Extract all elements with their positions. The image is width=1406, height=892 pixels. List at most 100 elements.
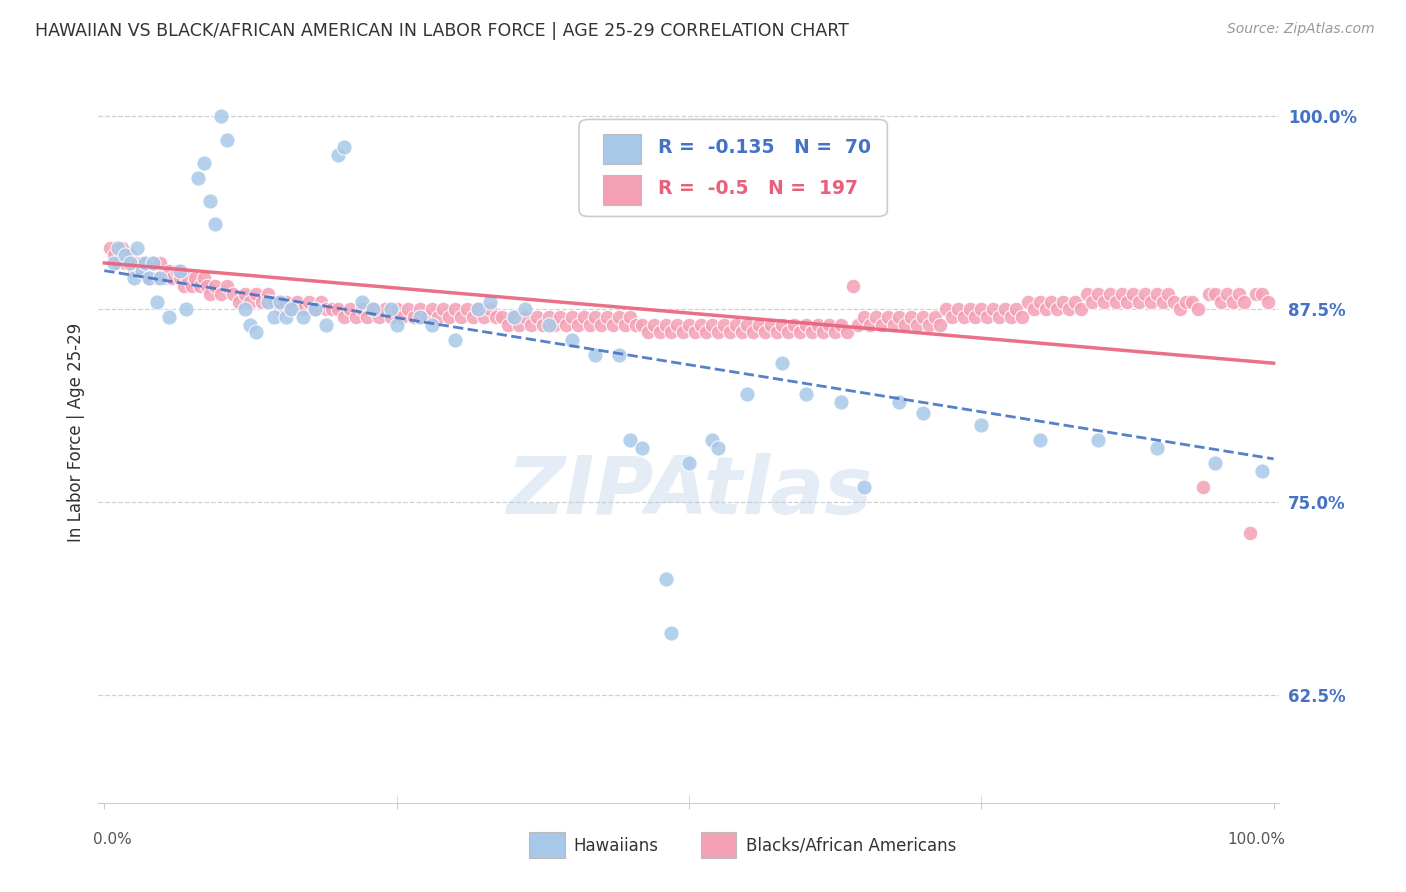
Point bbox=[543, 318, 565, 332]
Point bbox=[959, 302, 981, 317]
Point bbox=[970, 302, 993, 317]
Text: Source: ZipAtlas.com: Source: ZipAtlas.com bbox=[1227, 22, 1375, 37]
Point bbox=[1174, 294, 1197, 309]
Point bbox=[181, 279, 204, 293]
Point bbox=[502, 310, 524, 324]
Point bbox=[737, 387, 759, 401]
Point bbox=[107, 240, 129, 254]
Point bbox=[591, 318, 613, 332]
Point bbox=[280, 302, 302, 317]
Point bbox=[567, 318, 589, 332]
Point bbox=[724, 318, 747, 332]
Point bbox=[772, 356, 794, 370]
Point bbox=[432, 302, 454, 317]
Point bbox=[315, 302, 337, 317]
Point bbox=[396, 302, 419, 317]
Point bbox=[853, 310, 876, 324]
Point bbox=[689, 318, 711, 332]
Point bbox=[160, 271, 183, 285]
Point bbox=[250, 294, 273, 309]
Point bbox=[783, 318, 806, 332]
Point bbox=[1146, 441, 1168, 455]
Point bbox=[572, 310, 595, 324]
Point bbox=[835, 326, 858, 340]
Point bbox=[1029, 434, 1052, 448]
Point bbox=[193, 271, 215, 285]
Point bbox=[274, 294, 297, 309]
Point bbox=[742, 326, 765, 340]
Point bbox=[981, 302, 1004, 317]
Point bbox=[889, 394, 911, 409]
Point bbox=[149, 256, 172, 270]
Point bbox=[174, 302, 197, 317]
Point bbox=[356, 310, 378, 324]
Point bbox=[1198, 286, 1220, 301]
Point bbox=[215, 132, 238, 146]
Point bbox=[876, 310, 898, 324]
Point bbox=[1052, 294, 1074, 309]
Point bbox=[385, 318, 408, 332]
Point bbox=[607, 349, 630, 363]
Point bbox=[461, 310, 484, 324]
Point bbox=[537, 310, 560, 324]
Point bbox=[274, 310, 297, 324]
Point bbox=[131, 263, 153, 277]
Point bbox=[1081, 294, 1104, 309]
Point bbox=[228, 294, 250, 309]
Point bbox=[626, 318, 648, 332]
Point bbox=[1239, 525, 1261, 540]
Point bbox=[900, 310, 922, 324]
Point bbox=[1011, 310, 1033, 324]
Point bbox=[1087, 434, 1109, 448]
Point bbox=[1133, 286, 1156, 301]
Point bbox=[450, 310, 472, 324]
Point bbox=[118, 256, 141, 270]
Point bbox=[526, 310, 548, 324]
FancyBboxPatch shape bbox=[579, 120, 887, 217]
Point bbox=[865, 310, 887, 324]
Point bbox=[683, 326, 706, 340]
Point bbox=[157, 263, 180, 277]
Point bbox=[1063, 294, 1085, 309]
Point bbox=[439, 310, 461, 324]
Point bbox=[187, 171, 209, 186]
Point bbox=[169, 271, 191, 285]
Point bbox=[1116, 294, 1139, 309]
Point bbox=[602, 318, 624, 332]
Point bbox=[233, 286, 256, 301]
Text: Hawaiians: Hawaiians bbox=[574, 837, 658, 855]
Point bbox=[502, 310, 524, 324]
Point bbox=[122, 263, 145, 277]
Point bbox=[924, 310, 946, 324]
Point bbox=[138, 271, 160, 285]
Point bbox=[859, 318, 882, 332]
Point bbox=[765, 326, 787, 340]
Point bbox=[935, 302, 957, 317]
Point bbox=[125, 256, 148, 270]
Point bbox=[1140, 294, 1163, 309]
Point bbox=[198, 194, 221, 209]
Point bbox=[153, 271, 176, 285]
Point bbox=[496, 318, 519, 332]
Point bbox=[456, 302, 478, 317]
Point bbox=[134, 263, 156, 277]
Point bbox=[929, 318, 952, 332]
Point bbox=[257, 286, 280, 301]
Point bbox=[103, 248, 125, 262]
Point bbox=[976, 310, 998, 324]
Point bbox=[800, 326, 823, 340]
Point bbox=[173, 279, 195, 293]
Point bbox=[848, 318, 870, 332]
Point bbox=[146, 271, 169, 285]
Point bbox=[824, 326, 846, 340]
Point bbox=[298, 294, 321, 309]
Point bbox=[1022, 302, 1045, 317]
Point bbox=[1092, 294, 1115, 309]
Point bbox=[472, 310, 495, 324]
Point bbox=[157, 310, 180, 324]
Point bbox=[304, 302, 326, 317]
Point bbox=[695, 326, 717, 340]
Point bbox=[515, 302, 537, 317]
Point bbox=[813, 326, 835, 340]
Point bbox=[1227, 286, 1250, 301]
